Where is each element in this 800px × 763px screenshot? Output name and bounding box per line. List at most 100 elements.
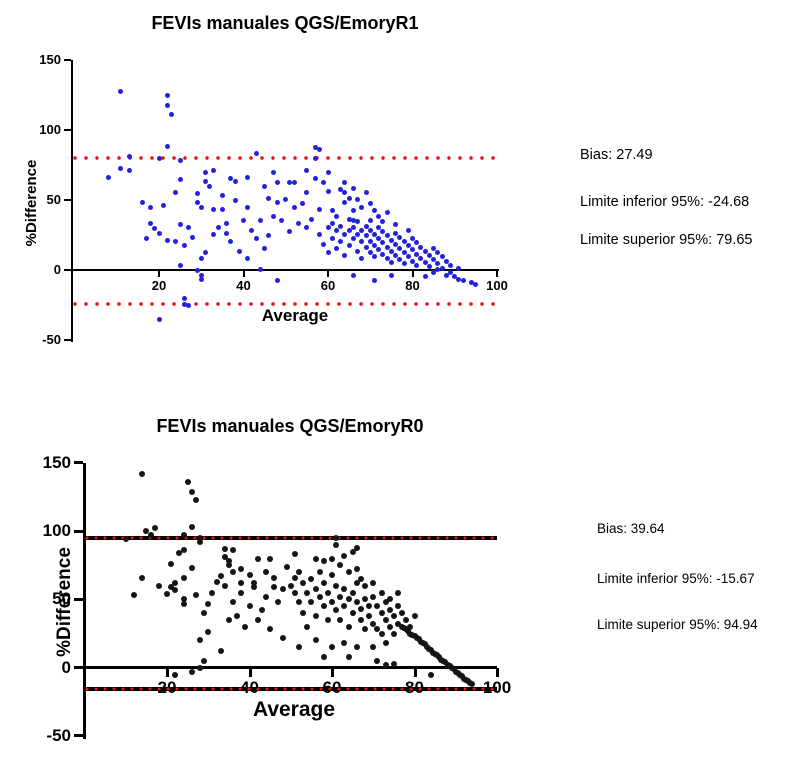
data-point [333, 607, 340, 614]
x-tick [158, 269, 160, 277]
y-tick [74, 734, 83, 738]
data-point [176, 550, 183, 557]
data-point [139, 574, 146, 581]
data-point [439, 254, 445, 260]
data-point [401, 239, 407, 244]
data-point [371, 243, 377, 249]
data-point [324, 589, 331, 596]
data-point [221, 545, 228, 552]
data-point [249, 227, 255, 233]
data-point [148, 205, 154, 211]
data-point [325, 188, 331, 194]
data-point [422, 274, 428, 279]
data-point [246, 603, 253, 610]
data-point [426, 264, 432, 270]
data-point [274, 180, 280, 186]
data-point [359, 227, 365, 233]
data-point [366, 612, 373, 619]
data-point [428, 671, 434, 678]
data-point [390, 630, 397, 637]
data-point [312, 176, 318, 181]
data-point [263, 593, 269, 600]
data-point [405, 243, 411, 249]
data-point [198, 276, 204, 282]
data-point [291, 551, 298, 558]
y-tick-label: 0 [61, 657, 71, 677]
data-point [346, 243, 352, 249]
data-point [410, 247, 415, 253]
data-point [384, 209, 390, 215]
data-point [194, 268, 200, 274]
data-point [211, 232, 217, 237]
x-tick-label: 100 [486, 277, 508, 293]
data-point [312, 145, 318, 151]
data-point [221, 582, 228, 589]
data-point [376, 236, 382, 242]
data-point [443, 272, 449, 278]
data-point [376, 247, 382, 253]
data-point [188, 488, 195, 495]
data-point [262, 184, 268, 190]
data-point [386, 607, 393, 614]
data-point [363, 190, 369, 195]
data-point [122, 536, 129, 543]
data-point [362, 596, 368, 603]
data-point [188, 524, 195, 531]
data-point [403, 616, 410, 623]
data-point [367, 201, 373, 207]
x-tick [411, 269, 414, 277]
data-point [177, 177, 183, 183]
data-point [355, 197, 361, 202]
data-point [410, 236, 415, 242]
data-point [353, 599, 360, 606]
data-point [180, 547, 187, 554]
data-point [342, 232, 348, 237]
data-point [359, 205, 365, 211]
data-point [177, 222, 183, 228]
data-point [188, 565, 195, 572]
y-tick-label: -50 [42, 331, 61, 347]
data-point [346, 227, 352, 233]
data-point [254, 616, 261, 623]
x-tick-label: 40 [236, 277, 251, 293]
data-point [232, 178, 238, 184]
bias-annotation-r1: Bias: 27.49 [580, 147, 653, 163]
data-point [151, 525, 158, 532]
data-point [274, 278, 280, 284]
lower-limit-annotation-r1: Limite inferior 95%: -24.68 [580, 194, 750, 210]
data-point [148, 220, 154, 226]
data-point [350, 218, 356, 223]
data-point [345, 569, 352, 576]
x-tick [331, 667, 334, 677]
data-point [155, 582, 162, 589]
data-point [245, 205, 251, 211]
data-point [407, 623, 414, 630]
data-point [238, 580, 245, 587]
data-point [325, 170, 331, 176]
data-point [338, 223, 344, 229]
data-point [257, 218, 263, 223]
data-point [337, 593, 344, 600]
x-tick-label: 80 [405, 277, 420, 293]
data-point [126, 167, 132, 173]
data-point [257, 267, 263, 272]
data-point [342, 199, 348, 205]
data-point [304, 589, 311, 596]
data-point [194, 199, 200, 205]
data-point [393, 230, 399, 236]
data-point [118, 89, 124, 95]
data-point [275, 599, 282, 606]
lower-limit-line [85, 687, 499, 692]
data-point [202, 178, 208, 184]
x-axis [83, 666, 497, 670]
data-point [349, 589, 356, 596]
data-point [411, 612, 418, 619]
data-point [312, 156, 318, 162]
y-tick-label: 100 [42, 521, 71, 541]
data-point [349, 610, 356, 617]
x-tick [327, 269, 329, 277]
data-point [168, 560, 175, 567]
data-point [296, 569, 302, 576]
data-point [164, 103, 170, 109]
